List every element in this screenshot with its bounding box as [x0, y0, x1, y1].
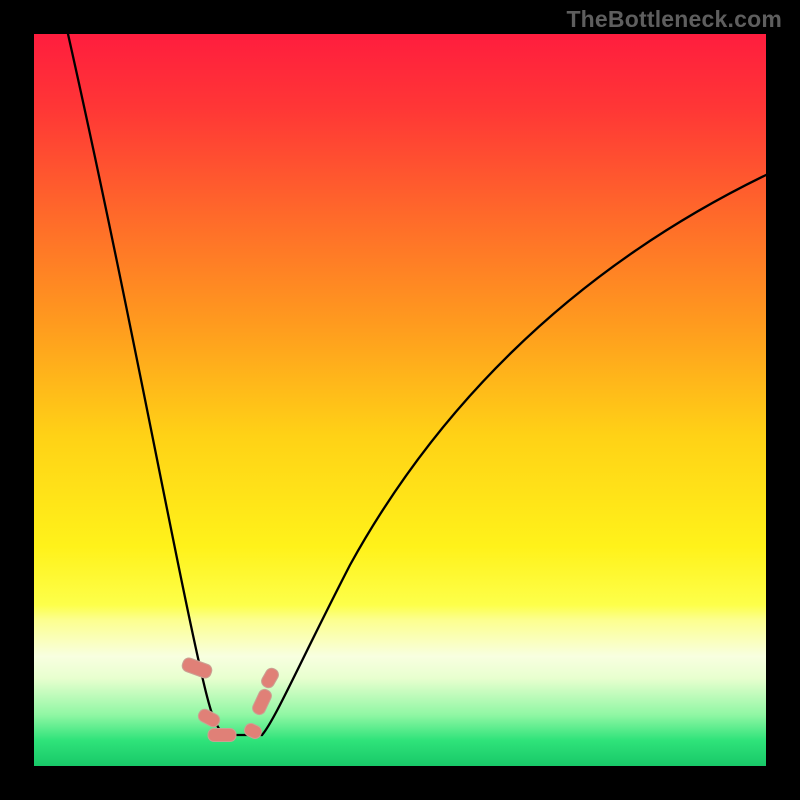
- chart-frame: [0, 0, 800, 800]
- watermark-text: TheBottleneck.com: [566, 6, 782, 33]
